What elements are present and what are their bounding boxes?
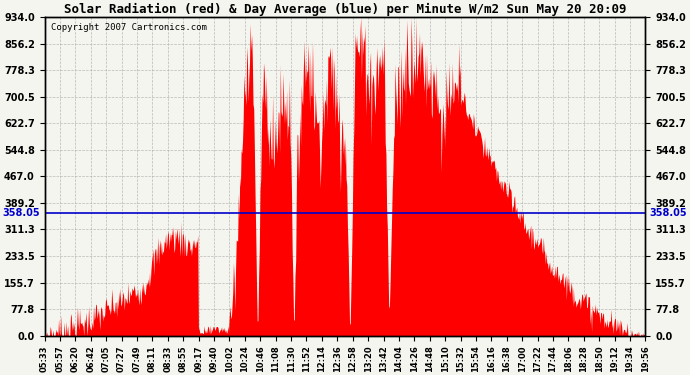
Text: 358.05: 358.05: [3, 209, 41, 219]
Text: 358.05: 358.05: [649, 209, 687, 219]
Text: Copyright 2007 Cartronics.com: Copyright 2007 Cartronics.com: [50, 23, 206, 32]
Title: Solar Radiation (red) & Day Average (blue) per Minute W/m2 Sun May 20 20:09: Solar Radiation (red) & Day Average (blu…: [63, 3, 627, 16]
